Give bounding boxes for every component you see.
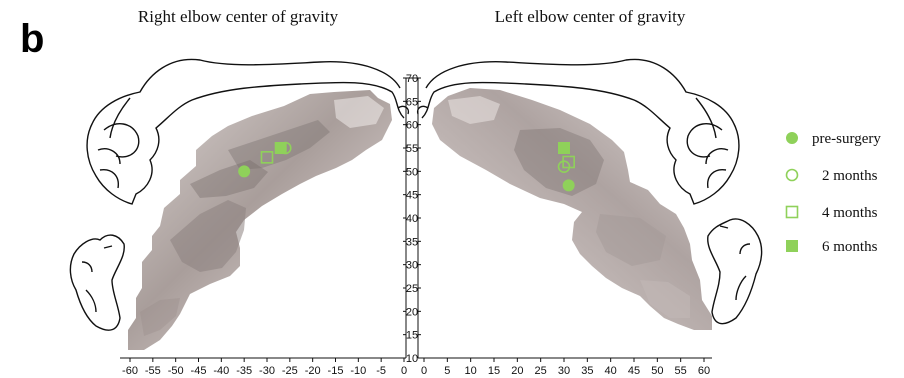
left-arm-drawing	[416, 58, 763, 325]
right-elbow-map	[128, 90, 392, 350]
y-tick-label: 20	[406, 306, 418, 318]
x-tick-label: 0	[401, 365, 407, 377]
left-pre-surgery-marker	[562, 179, 575, 192]
x-tick-label: 40	[605, 365, 617, 377]
legend-label: 2 months	[822, 168, 878, 184]
y-tick-label: 30	[406, 260, 418, 272]
legend-2-months-marker	[785, 168, 799, 182]
x-tick-label: -10	[350, 365, 366, 377]
legend-label: 4 months	[822, 205, 878, 221]
y-tick-label: 25	[406, 283, 418, 295]
x-tick-labels-left: 0 5 10 15 20 25 30 35 40 45 50 55 60	[421, 365, 710, 377]
x-tick-label: 20	[511, 365, 523, 377]
left-6-months-marker	[558, 142, 570, 154]
x-tick-label: 15	[488, 365, 500, 377]
left-subplot-title: Left elbow center of gravity	[495, 7, 686, 26]
y-tick-label: 70	[406, 73, 418, 85]
tick-marks	[129, 77, 705, 362]
x-tick-label: -55	[145, 365, 161, 377]
x-tick-label: -35	[236, 365, 252, 377]
x-tick-label: -15	[328, 365, 344, 377]
legend: pre-surgery 2 months 4 months 6 months	[785, 131, 881, 255]
y-tick-label: 10	[406, 353, 418, 365]
data-markers	[238, 141, 575, 192]
left-elbow-map	[432, 88, 712, 330]
right-subplot-title: Right elbow center of gravity	[138, 7, 339, 26]
legend-6-months-marker	[786, 240, 798, 252]
y-tick-label: 50	[406, 166, 418, 178]
legend-label: 6 months	[822, 239, 878, 255]
x-tick-label: -25	[282, 365, 298, 377]
x-tick-label: -50	[168, 365, 184, 377]
right-arm-drawing	[69, 58, 410, 331]
y-tick-label: 65	[406, 96, 418, 108]
x-tick-labels-right: -60 -55 -50 -45 -40 -35 -30 -25 -20 -15 -10 -5 0	[122, 365, 407, 377]
x-tick-label: -60	[122, 365, 138, 377]
x-tick-label: 50	[651, 365, 663, 377]
x-tick-label: -20	[305, 365, 321, 377]
panel-letter: b	[20, 17, 44, 61]
x-tick-label: 55	[675, 365, 687, 377]
y-tick-label: 35	[406, 236, 418, 248]
x-tick-label: -5	[376, 365, 386, 377]
x-tick-label: 35	[581, 365, 593, 377]
y-tick-labels: 10 15 20 25 30 35 40 45 50 55 60 65 70	[406, 73, 418, 365]
legend-label: pre-surgery	[812, 131, 881, 147]
x-tick-label: 30	[558, 365, 570, 377]
left-4-months-marker	[562, 155, 575, 169]
right-6-months-marker	[274, 142, 287, 154]
y-tick-label: 60	[406, 120, 418, 132]
legend-pre-surgery-marker	[786, 132, 798, 144]
x-tick-label: 5	[444, 365, 450, 377]
x-tick-label: 45	[628, 365, 640, 377]
x-tick-label: 25	[535, 365, 547, 377]
right-pre-surgery-marker	[238, 165, 251, 178]
y-tick-label: 45	[406, 190, 418, 202]
left-2-months-marker	[557, 160, 571, 173]
legend-4-months-marker	[785, 205, 799, 219]
x-tick-label: -40	[213, 365, 229, 377]
y-tick-label: 15	[406, 330, 418, 342]
x-tick-label: -30	[259, 365, 275, 377]
right-4-months-marker	[260, 151, 274, 164]
x-tick-label: 60	[698, 365, 710, 377]
y-tick-label: 40	[406, 213, 418, 225]
x-tick-label: 0	[421, 365, 427, 377]
x-tick-label: -45	[191, 365, 207, 377]
y-tick-label: 55	[406, 143, 418, 155]
x-tick-label: 10	[465, 365, 477, 377]
